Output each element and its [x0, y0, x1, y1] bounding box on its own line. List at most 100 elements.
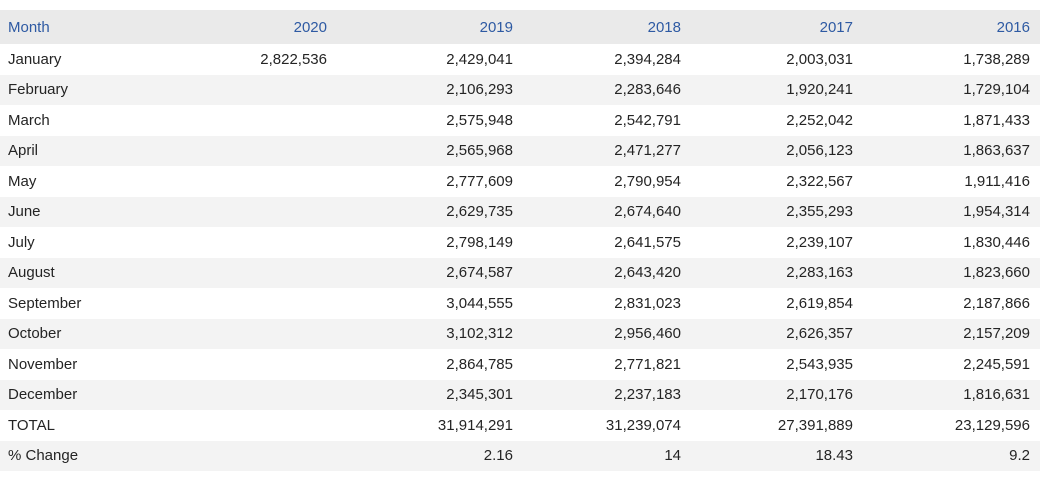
- value-cell: [190, 318, 337, 349]
- value-cell: 2,777,609: [337, 166, 523, 197]
- value-cell: [190, 196, 337, 227]
- value-cell: 2,187,866: [863, 288, 1040, 319]
- table-row: February 2,106,293 2,283,646 1,920,241 1,729…: [0, 74, 1040, 105]
- table-row: January 2,822,536 2,429,041 2,394,284 2,003,…: [0, 44, 1040, 75]
- table-body: January 2,822,536 2,429,041 2,394,284 2,003,…: [0, 44, 1040, 471]
- value-cell: 2,643,420: [523, 257, 691, 288]
- value-cell: 2,790,954: [523, 166, 691, 197]
- header-cell-2016[interactable]: 2016: [863, 10, 1040, 44]
- value-cell: 2,106,293: [337, 74, 523, 105]
- row-label: April: [0, 135, 190, 166]
- table-row: % Change 2.16 14 18.43 9.2: [0, 440, 1040, 471]
- value-cell: 1,920,241: [691, 74, 863, 105]
- value-cell: 2,429,041: [337, 44, 523, 75]
- value-cell: 2,565,968: [337, 135, 523, 166]
- header-row: Month 2020 2019 2018 2017 2016: [0, 10, 1040, 44]
- value-cell: 14: [523, 440, 691, 471]
- value-cell: [190, 135, 337, 166]
- value-cell: 2,822,536: [190, 44, 337, 75]
- value-cell: 31,239,074: [523, 410, 691, 441]
- value-cell: 3,044,555: [337, 288, 523, 319]
- value-cell: 2,283,163: [691, 257, 863, 288]
- value-cell: 2,239,107: [691, 227, 863, 258]
- value-cell: [190, 440, 337, 471]
- row-label: August: [0, 257, 190, 288]
- header-cell-2018[interactable]: 2018: [523, 10, 691, 44]
- value-cell: 2,170,176: [691, 379, 863, 410]
- value-cell: 2,252,042: [691, 105, 863, 136]
- value-cell: [190, 349, 337, 380]
- row-label: November: [0, 349, 190, 380]
- value-cell: 2,157,209: [863, 318, 1040, 349]
- data-table: Month 2020 2019 2018 2017 2016 January 2,822,5…: [0, 10, 1040, 471]
- table-row: May 2,777,609 2,790,954 2,322,567 1,911,416: [0, 166, 1040, 197]
- value-cell: 1,830,446: [863, 227, 1040, 258]
- value-cell: 2,543,935: [691, 349, 863, 380]
- value-cell: 2,056,123: [691, 135, 863, 166]
- value-cell: 1,871,433: [863, 105, 1040, 136]
- value-cell: 2,471,277: [523, 135, 691, 166]
- row-label: % Change: [0, 440, 190, 471]
- value-cell: 2,771,821: [523, 349, 691, 380]
- row-label: September: [0, 288, 190, 319]
- table-row: March 2,575,948 2,542,791 2,252,042 1,871,43…: [0, 105, 1040, 136]
- value-cell: 31,914,291: [337, 410, 523, 441]
- value-cell: 2.16: [337, 440, 523, 471]
- header-cell-2017[interactable]: 2017: [691, 10, 863, 44]
- table-row: April 2,565,968 2,471,277 2,056,123 1,863,63…: [0, 135, 1040, 166]
- header-cell-2020[interactable]: 2020: [190, 10, 337, 44]
- row-label: TOTAL: [0, 410, 190, 441]
- value-cell: 2,619,854: [691, 288, 863, 319]
- value-cell: [190, 257, 337, 288]
- value-cell: 2,542,791: [523, 105, 691, 136]
- value-cell: [190, 227, 337, 258]
- value-cell: 2,394,284: [523, 44, 691, 75]
- value-cell: 2,629,735: [337, 196, 523, 227]
- row-label: May: [0, 166, 190, 197]
- value-cell: 2,626,357: [691, 318, 863, 349]
- value-cell: 1,729,104: [863, 74, 1040, 105]
- value-cell: 2,674,640: [523, 196, 691, 227]
- table-row: November 2,864,785 2,771,821 2,543,935 2,245…: [0, 349, 1040, 380]
- value-cell: 2,641,575: [523, 227, 691, 258]
- value-cell: 18.43: [691, 440, 863, 471]
- value-cell: 2,798,149: [337, 227, 523, 258]
- table-row: December 2,345,301 2,237,183 2,170,176 1,816…: [0, 379, 1040, 410]
- value-cell: 2,283,646: [523, 74, 691, 105]
- value-cell: 2,355,293: [691, 196, 863, 227]
- header-cell-month[interactable]: Month: [0, 10, 190, 44]
- table-row: June 2,629,735 2,674,640 2,355,293 1,954,314: [0, 196, 1040, 227]
- value-cell: 2,674,587: [337, 257, 523, 288]
- value-cell: 2,956,460: [523, 318, 691, 349]
- value-cell: 2,575,948: [337, 105, 523, 136]
- value-cell: 2,831,023: [523, 288, 691, 319]
- value-cell: 1,816,631: [863, 379, 1040, 410]
- value-cell: 9.2: [863, 440, 1040, 471]
- header-cell-2019[interactable]: 2019: [337, 10, 523, 44]
- value-cell: [190, 410, 337, 441]
- value-cell: 23,129,596: [863, 410, 1040, 441]
- value-cell: 1,911,416: [863, 166, 1040, 197]
- value-cell: [190, 288, 337, 319]
- row-label: February: [0, 74, 190, 105]
- row-label: March: [0, 105, 190, 136]
- table-row: August 2,674,587 2,643,420 2,283,163 1,823,6…: [0, 257, 1040, 288]
- value-cell: 2,003,031: [691, 44, 863, 75]
- value-cell: 1,954,314: [863, 196, 1040, 227]
- table-row: October 3,102,312 2,956,460 2,626,357 2,157,…: [0, 318, 1040, 349]
- value-cell: 2,345,301: [337, 379, 523, 410]
- row-label: June: [0, 196, 190, 227]
- table-row: September 3,044,555 2,831,023 2,619,854 2,18…: [0, 288, 1040, 319]
- table-row: TOTAL 31,914,291 31,239,074 27,391,889 23,12…: [0, 410, 1040, 441]
- value-cell: [190, 74, 337, 105]
- table-row: July 2,798,149 2,641,575 2,239,107 1,830,446: [0, 227, 1040, 258]
- value-cell: 3,102,312: [337, 318, 523, 349]
- value-cell: 2,237,183: [523, 379, 691, 410]
- value-cell: 1,738,289: [863, 44, 1040, 75]
- row-label: October: [0, 318, 190, 349]
- value-cell: [190, 166, 337, 197]
- row-label: December: [0, 379, 190, 410]
- value-cell: [190, 379, 337, 410]
- row-label: July: [0, 227, 190, 258]
- value-cell: 2,864,785: [337, 349, 523, 380]
